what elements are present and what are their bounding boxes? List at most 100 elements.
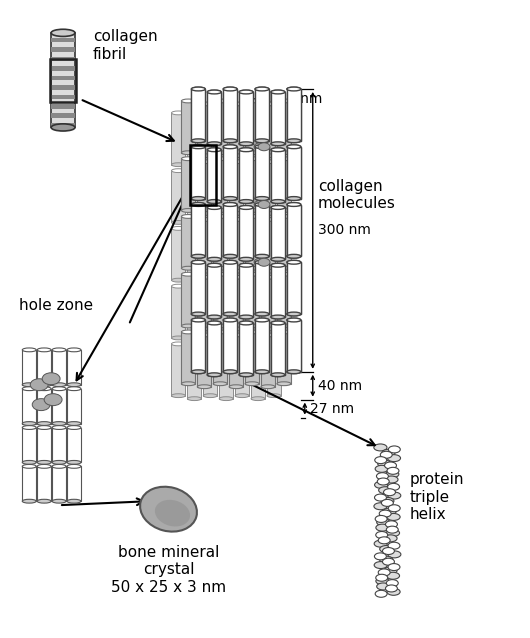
Ellipse shape [261,333,275,337]
Bar [191,89,205,141]
Ellipse shape [245,382,259,385]
Ellipse shape [188,230,201,234]
Ellipse shape [191,370,205,374]
Ellipse shape [229,102,243,106]
Ellipse shape [213,382,227,385]
Ellipse shape [267,336,281,340]
Ellipse shape [254,258,266,266]
Ellipse shape [378,487,392,494]
Ellipse shape [52,464,66,468]
Bar [190,145,216,205]
Ellipse shape [207,373,221,376]
Bar [188,174,201,225]
Ellipse shape [239,257,253,261]
Bar [287,89,301,141]
Ellipse shape [251,114,265,118]
Ellipse shape [223,255,237,258]
Ellipse shape [197,327,211,331]
Ellipse shape [239,315,253,319]
Ellipse shape [267,394,281,397]
Bar [219,174,233,225]
Bar [255,262,269,314]
Bar [188,347,201,399]
Ellipse shape [235,226,249,230]
Ellipse shape [213,99,227,103]
Bar [51,104,75,108]
Ellipse shape [387,455,401,462]
Ellipse shape [219,223,233,227]
Bar [51,94,75,99]
Ellipse shape [204,336,217,340]
Ellipse shape [261,385,275,389]
Bar [261,335,275,387]
Ellipse shape [287,312,301,316]
Bar [197,335,211,387]
Ellipse shape [251,281,265,285]
Ellipse shape [271,263,285,267]
Bar [277,216,291,268]
Bar [251,232,265,283]
Ellipse shape [287,318,301,322]
Bar [251,289,265,341]
Ellipse shape [271,315,285,319]
Ellipse shape [376,524,389,531]
Ellipse shape [255,203,269,207]
Ellipse shape [191,255,205,258]
Ellipse shape [181,272,196,276]
Bar [51,66,75,71]
Ellipse shape [235,278,249,282]
Text: bone mineral
crystal
50 x 25 x 3 nm: bone mineral crystal 50 x 25 x 3 nm [111,545,226,595]
Ellipse shape [204,111,217,115]
Bar [229,335,243,387]
Bar [271,323,285,375]
Ellipse shape [287,197,301,200]
Ellipse shape [378,569,390,576]
Ellipse shape [207,148,221,152]
Bar [287,205,301,256]
Ellipse shape [381,451,392,458]
Ellipse shape [207,321,221,325]
Bar [251,347,265,399]
Bar [229,277,243,329]
Bar [197,219,211,271]
Ellipse shape [207,321,221,325]
Bar [223,320,237,372]
Bar [261,161,275,214]
Ellipse shape [267,342,281,346]
Ellipse shape [251,397,265,401]
Ellipse shape [261,275,275,279]
Ellipse shape [374,561,387,568]
Bar [188,232,201,283]
Ellipse shape [267,284,281,288]
Ellipse shape [207,257,221,261]
Ellipse shape [239,148,253,152]
Bar [261,219,275,271]
Ellipse shape [140,487,197,531]
Ellipse shape [172,163,185,167]
Ellipse shape [229,333,243,337]
Bar [207,150,221,202]
Bar [37,427,51,463]
Ellipse shape [271,315,285,319]
Bar [213,101,227,152]
Ellipse shape [374,503,387,510]
Ellipse shape [191,370,205,374]
Ellipse shape [375,465,388,472]
Ellipse shape [386,530,400,537]
Bar [181,216,196,268]
Ellipse shape [191,312,205,316]
Bar [172,170,185,223]
Bar [255,147,269,198]
Ellipse shape [381,498,394,505]
Bar [287,320,301,372]
Ellipse shape [376,473,388,480]
Ellipse shape [287,370,301,374]
Ellipse shape [382,500,393,507]
Bar [207,207,221,259]
Ellipse shape [172,278,185,282]
Bar [207,207,221,259]
Ellipse shape [235,168,249,172]
Ellipse shape [22,464,36,468]
Bar [51,47,75,52]
Ellipse shape [207,200,221,204]
